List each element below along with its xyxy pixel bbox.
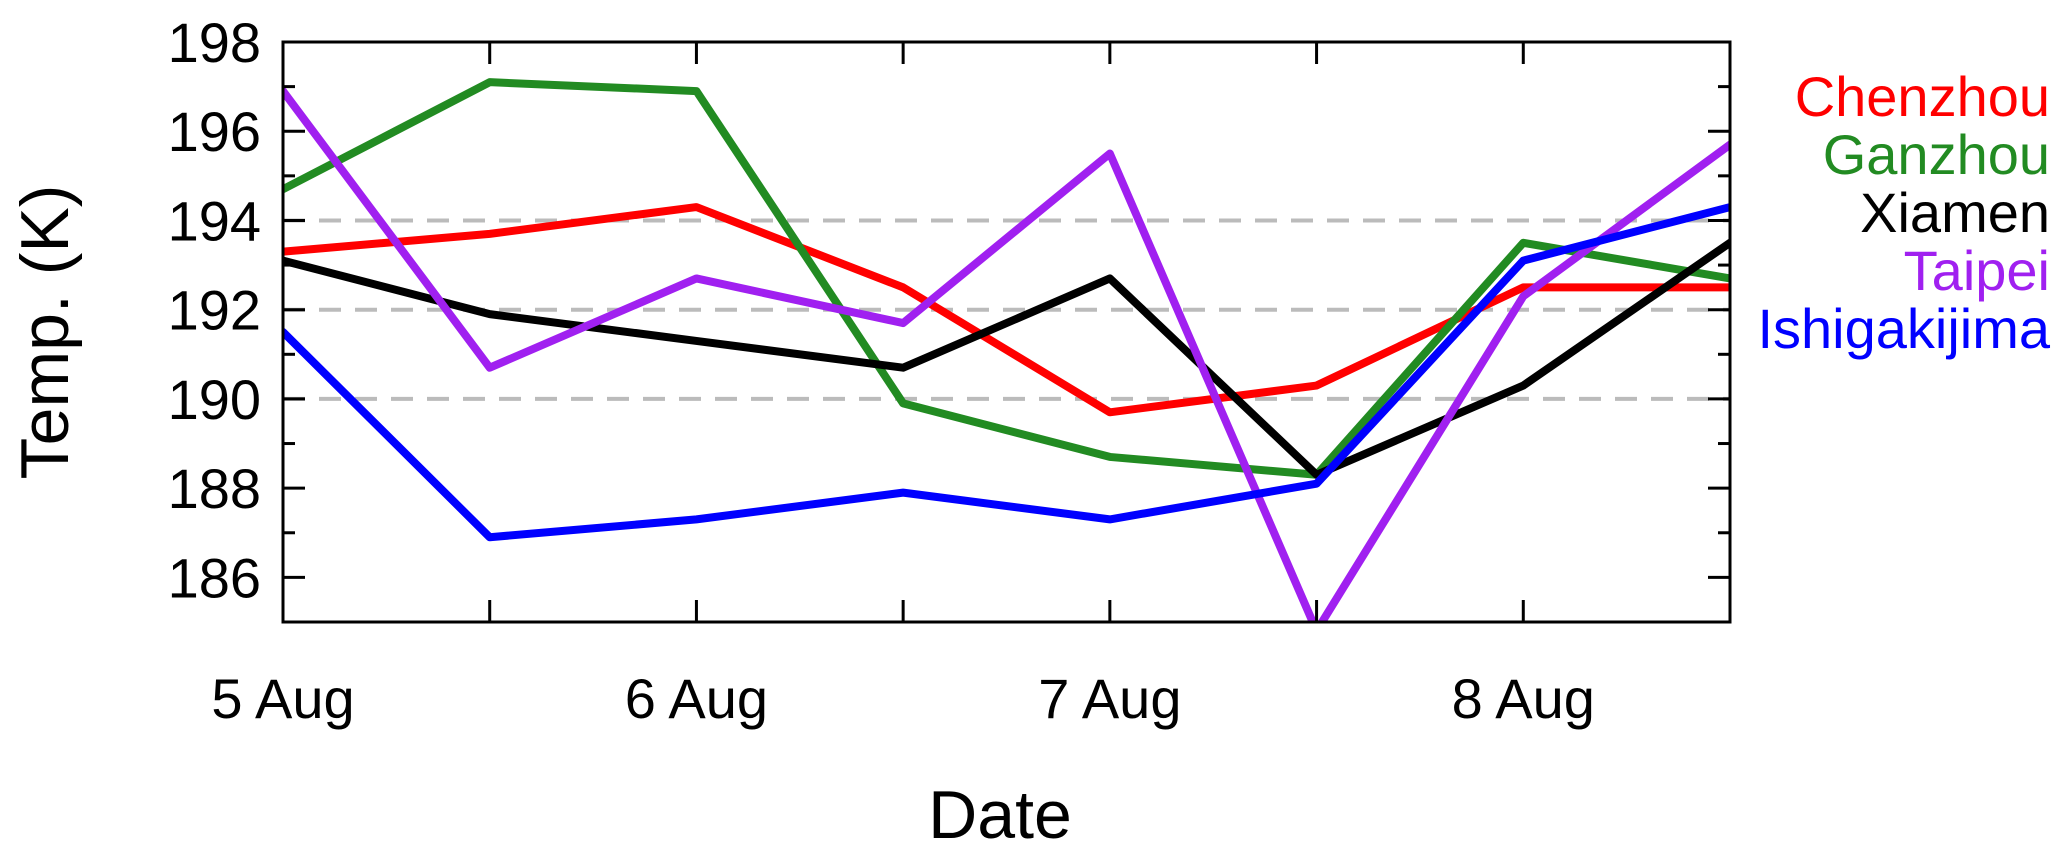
- y-axis-title: Temp. (K): [7, 185, 83, 480]
- legend-entry-chenzhou: Chenzhou: [1795, 65, 2050, 128]
- x-tick-label: 5 Aug: [211, 667, 354, 730]
- series-line-taipei: [283, 87, 1730, 622]
- legend-entry-ganzhou: Ganzhou: [1823, 123, 2050, 186]
- legend-entry-ishigakijima: Ishigakijima: [1757, 297, 2050, 360]
- series-line-ganzhou: [283, 78, 1730, 479]
- plot-frame: [281, 40, 1732, 624]
- y-tick-label: 196: [168, 100, 261, 163]
- series-line-chenzhou: [283, 203, 1730, 417]
- x-tick-label: 8 Aug: [1452, 667, 1595, 730]
- y-tick-label: 186: [168, 546, 261, 609]
- series-lines: [283, 78, 1730, 622]
- y-tick-label: 192: [168, 279, 261, 342]
- legend-entry-xiamen: Xiamen: [1860, 181, 2050, 244]
- series-line-ishigakijima: [283, 203, 1730, 542]
- y-tick-label: 198: [168, 11, 261, 74]
- series-line-xiamen: [283, 238, 1730, 479]
- y-tick-label: 194: [168, 189, 261, 252]
- legend-entry-taipei: Taipei: [1904, 239, 2050, 302]
- axis-ticks: [281, 40, 1730, 624]
- x-tick-label: 7 Aug: [1038, 667, 1181, 730]
- x-axis-title: Date: [928, 777, 1072, 853]
- tick-labels: 186 188 190 192 194 196 198 5 Aug 6 Aug 7 Aug 8 Au…: [168, 11, 1595, 730]
- x-tick-label: 6 Aug: [625, 667, 768, 730]
- y-tick-label: 190: [168, 368, 261, 431]
- y-tick-label: 188: [168, 457, 261, 520]
